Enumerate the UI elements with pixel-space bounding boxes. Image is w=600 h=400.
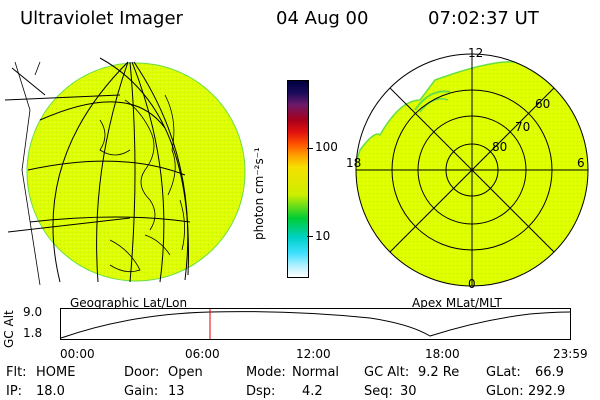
- time-tick-1800: 18:00: [425, 347, 460, 361]
- gc-alt-label: GC Alt:: [364, 365, 410, 380]
- altitude-tick-high: 9.0: [23, 305, 43, 319]
- colorbar-tick-100: [307, 148, 313, 149]
- door-value: Open: [168, 365, 203, 380]
- time-tick-1200: 12:00: [296, 347, 331, 361]
- right-panel-caption: Apex MLat/MLT: [412, 296, 502, 310]
- dsp-label: Dsp:: [246, 384, 276, 399]
- mlt-label-0: 0: [468, 277, 476, 291]
- time-tick-0600: 06:00: [185, 347, 220, 361]
- altitude-axis-label: GC Alt: [2, 310, 16, 348]
- geo-disk: [26, 62, 246, 282]
- glon-label: GLon:: [486, 384, 524, 399]
- colorbar-tick-10: [307, 236, 313, 237]
- dsp-value: 4.2: [302, 384, 323, 399]
- gain-label: Gain:: [124, 384, 159, 399]
- altitude-plot: [60, 308, 571, 340]
- time-tick-0000: 00:00: [60, 347, 95, 361]
- seq-value: 30: [400, 384, 417, 399]
- filter-label: Flt:: [6, 365, 27, 380]
- altitude-tick-low: 1.8: [23, 326, 43, 340]
- mlt-label-18: 18: [346, 156, 362, 170]
- geo-grid: [4, 57, 191, 283]
- door-label: Door:: [124, 365, 160, 380]
- filter-value: HOME: [36, 365, 76, 380]
- lat-label-80: 80: [492, 140, 508, 154]
- gain-value: 13: [168, 384, 185, 399]
- observation-date: 04 Aug 00: [276, 8, 369, 29]
- left-panel-caption: Geographic Lat/Lon: [70, 296, 188, 310]
- ip-label: IP:: [6, 384, 23, 399]
- geographic-image: [4, 57, 246, 286]
- mode-label: Mode:: [246, 365, 286, 380]
- instrument-title: Ultraviolet Imager: [20, 8, 183, 29]
- seq-label: Seq:: [364, 384, 393, 399]
- mlt-label-12: 12: [468, 46, 484, 60]
- glat-label: GLat:: [486, 365, 521, 380]
- intensity-colorbar: [287, 80, 309, 278]
- lat-label-60: 60: [535, 97, 551, 111]
- colorbar-label-10: 10: [315, 229, 331, 243]
- polar-grid: [355, 53, 589, 287]
- gc-alt-value: 9.2 Re: [418, 365, 460, 380]
- ip-value: 18.0: [36, 384, 65, 399]
- polar-data-region: [356, 61, 588, 286]
- mode-value: Normal: [292, 365, 340, 380]
- observation-time: 07:02:37 UT: [428, 8, 539, 29]
- mlt-label-6: 6: [577, 156, 585, 170]
- polar-image: [355, 53, 589, 287]
- lat-label-70: 70: [515, 120, 531, 134]
- glon-value: 292.9: [528, 384, 566, 399]
- colorbar-unit-label: photon cm⁻²s⁻¹: [252, 147, 266, 240]
- glat-value: 66.9: [535, 365, 564, 380]
- time-tick-2359: 23:59: [553, 347, 588, 361]
- coastlines: [99, 94, 185, 273]
- colorbar-label-100: 100: [315, 140, 338, 154]
